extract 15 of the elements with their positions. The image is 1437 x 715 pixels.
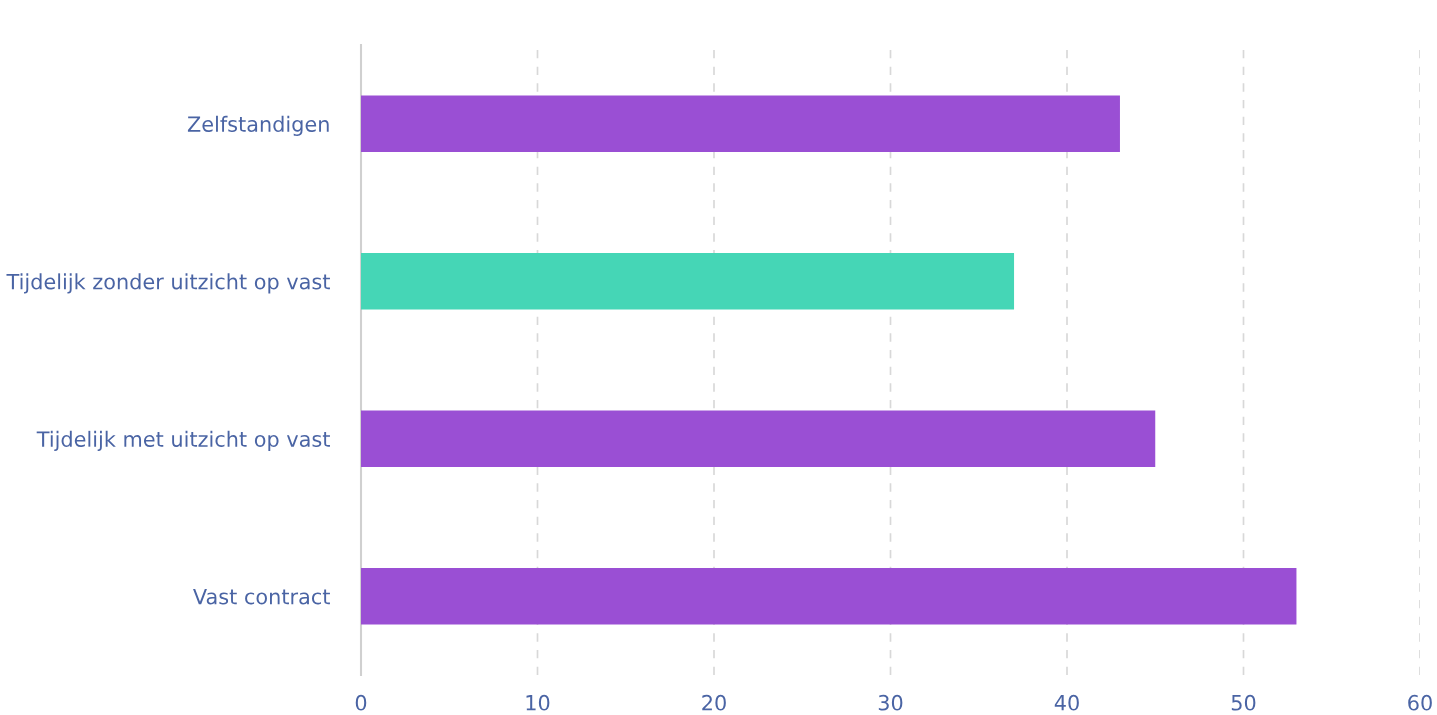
y-tick-label: Tijdelijk met uitzicht op vast — [36, 430, 330, 451]
y-tick-label: Zelfstandigen — [187, 115, 329, 136]
y-tick-label: Tijdelijk zonder uitzicht op vast — [6, 273, 330, 294]
x-tick-label: 20 — [702, 694, 726, 711]
x-tick-label: 30 — [878, 694, 903, 711]
x-tick-label: 0 — [355, 694, 367, 711]
bar — [361, 410, 1156, 468]
x-tick-label: 40 — [1054, 694, 1079, 711]
x-tick-label: 50 — [1231, 694, 1256, 711]
x-tick-label: 10 — [526, 694, 550, 711]
bar — [361, 95, 1120, 153]
y-tick-label: Vast contract — [193, 588, 330, 605]
x-tick-label: 60 — [1408, 694, 1432, 711]
bar — [361, 567, 1297, 625]
bar — [361, 252, 1015, 310]
